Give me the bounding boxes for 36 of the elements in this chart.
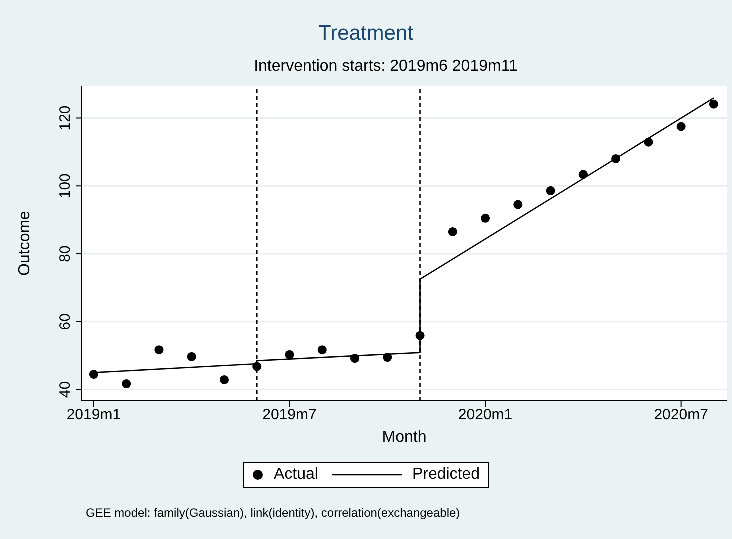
x-tick-label: 2020m1 <box>458 406 513 424</box>
chart-subtitle: Intervention starts: 2019m6 2019m11 <box>253 58 519 76</box>
point <box>448 227 458 236</box>
y-tick-label: 100 <box>57 174 74 199</box>
y-tick-label: 120 <box>57 106 74 131</box>
point <box>383 353 392 362</box>
y-axis-title: Outcome <box>16 210 34 276</box>
point <box>546 186 556 196</box>
x-tick-label: 2019m1 <box>66 406 122 424</box>
legend-label: Predicted <box>412 466 480 484</box>
point <box>578 170 588 180</box>
point <box>285 350 294 360</box>
x-tick-label: 2019m7 <box>262 406 317 424</box>
point <box>350 354 360 364</box>
y-tick-label: 40 <box>57 381 74 398</box>
point <box>89 370 98 380</box>
point <box>220 375 229 384</box>
x-tick-label: 2020m7 <box>654 406 708 424</box>
legend-label: Actual <box>274 466 318 484</box>
y-tick-label: 60 <box>57 314 74 330</box>
y-tick-label: 80 <box>57 246 74 262</box>
point <box>514 200 523 210</box>
point <box>481 214 490 223</box>
point <box>644 138 654 147</box>
point <box>252 362 262 372</box>
point <box>318 346 327 355</box>
point <box>676 122 686 132</box>
point <box>612 154 621 164</box>
x-axis-title: Month <box>382 429 427 446</box>
point <box>154 346 164 355</box>
point <box>416 331 425 340</box>
chart-title: Treatment <box>318 22 414 46</box>
text: GEE model: family(Gaussian), link(identity), correlation(exchangeable) <box>86 506 460 520</box>
point <box>187 352 196 362</box>
point <box>709 100 718 109</box>
point <box>122 380 132 389</box>
